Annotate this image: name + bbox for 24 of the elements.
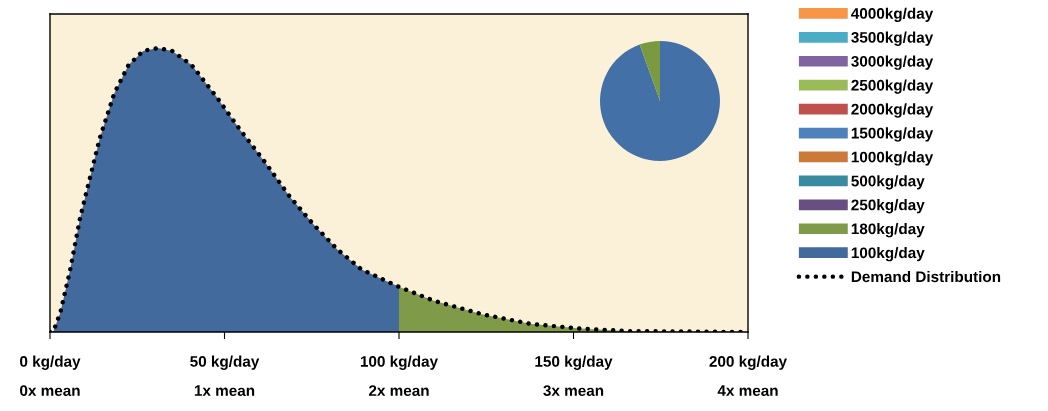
x-tick-label: 200 kg/day (709, 355, 787, 370)
legend-label: 180kg/day (851, 223, 925, 238)
legend-label: 100kg/day (851, 246, 925, 262)
legend-label: 4000kg/day (851, 7, 934, 22)
x-tick-label: 0 kg/day (20, 355, 81, 370)
text: 1x mean (194, 385, 255, 396)
legend-label: 2500kg/day (851, 79, 934, 94)
text: 0x mean (20, 385, 80, 396)
legend-label: 250kg/day (851, 199, 925, 214)
text: 3x mean (543, 385, 604, 397)
x-tick-label: 50 kg/day (190, 355, 260, 370)
x-tick-label: 100 kg/day (360, 355, 438, 370)
legend-label: 1000kg/day (851, 151, 934, 166)
pie-slice (639, 41, 660, 101)
legend-label: 2000kg/day (851, 103, 934, 118)
legend-label: 500kg/day (851, 175, 925, 190)
legend-label: 1500kg/day (851, 127, 934, 142)
text: 2x mean (368, 385, 429, 396)
legend-label: Demand Distribution (851, 270, 1001, 283)
pie-slice (600, 41, 720, 161)
legend-label: 3500kg/day (851, 31, 934, 46)
x-tick-label: 150 kg/day (535, 355, 613, 370)
legend-label: 3000kg/day (851, 55, 934, 70)
text: 4x mean (717, 385, 778, 396)
